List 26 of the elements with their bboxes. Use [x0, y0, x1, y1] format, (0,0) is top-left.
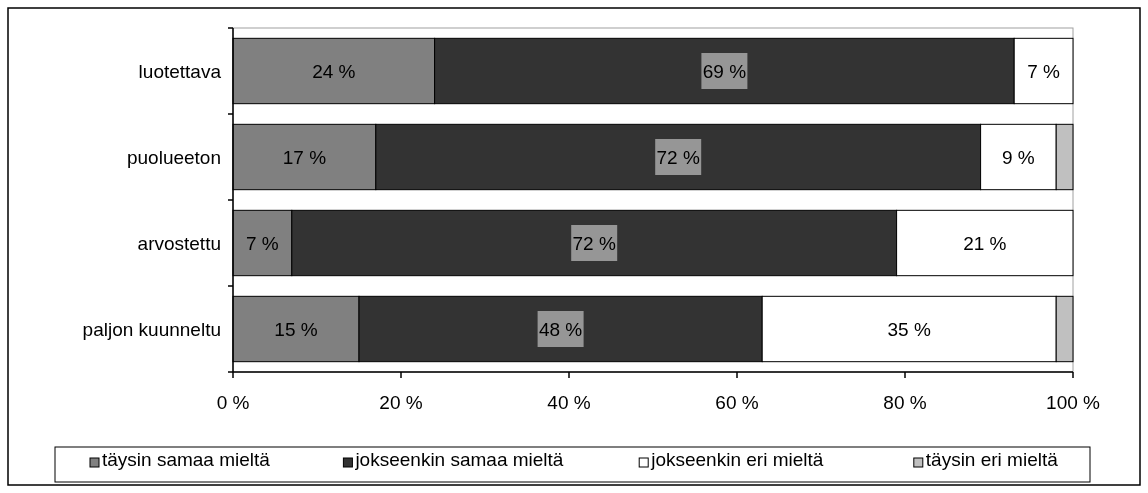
data-label: 24 % — [312, 60, 356, 82]
x-tick-label: 80 % — [883, 392, 927, 413]
data-label: 72 % — [572, 232, 616, 254]
y-tick-label: paljon kuunneltu — [82, 318, 221, 340]
data-label: 9 % — [1002, 146, 1035, 168]
y-tick-label: puolueeton — [126, 146, 221, 168]
legend-label: jokseenkin eri mieltä — [650, 449, 824, 470]
y-tick-label: luotettava — [138, 60, 222, 82]
x-tick-label: 20 % — [379, 392, 423, 413]
data-label: 69 % — [702, 60, 747, 82]
x-tick-label: 0 % — [216, 392, 250, 413]
legend-label: täysin samaa mieltä — [102, 449, 271, 470]
x-tick-label: 60 % — [715, 392, 759, 413]
data-label: 7 % — [1027, 60, 1061, 82]
data-label: 17 % — [282, 146, 327, 168]
data-label: 15 % — [274, 318, 318, 340]
x-tick-label: 100 % — [1046, 392, 1101, 413]
y-tick-label: arvostettu — [137, 232, 221, 254]
data-label: 35 % — [887, 318, 931, 340]
data-label: 21 % — [963, 232, 1007, 254]
data-label: 7 % — [246, 232, 279, 254]
data-label: 72 % — [656, 146, 700, 168]
legend-label: täysin eri mieltä — [925, 449, 1059, 470]
legend-label: jokseenkin samaa mieltä — [354, 449, 564, 470]
x-tick-label: 40 % — [547, 392, 591, 413]
data-label: 48 % — [538, 318, 583, 340]
